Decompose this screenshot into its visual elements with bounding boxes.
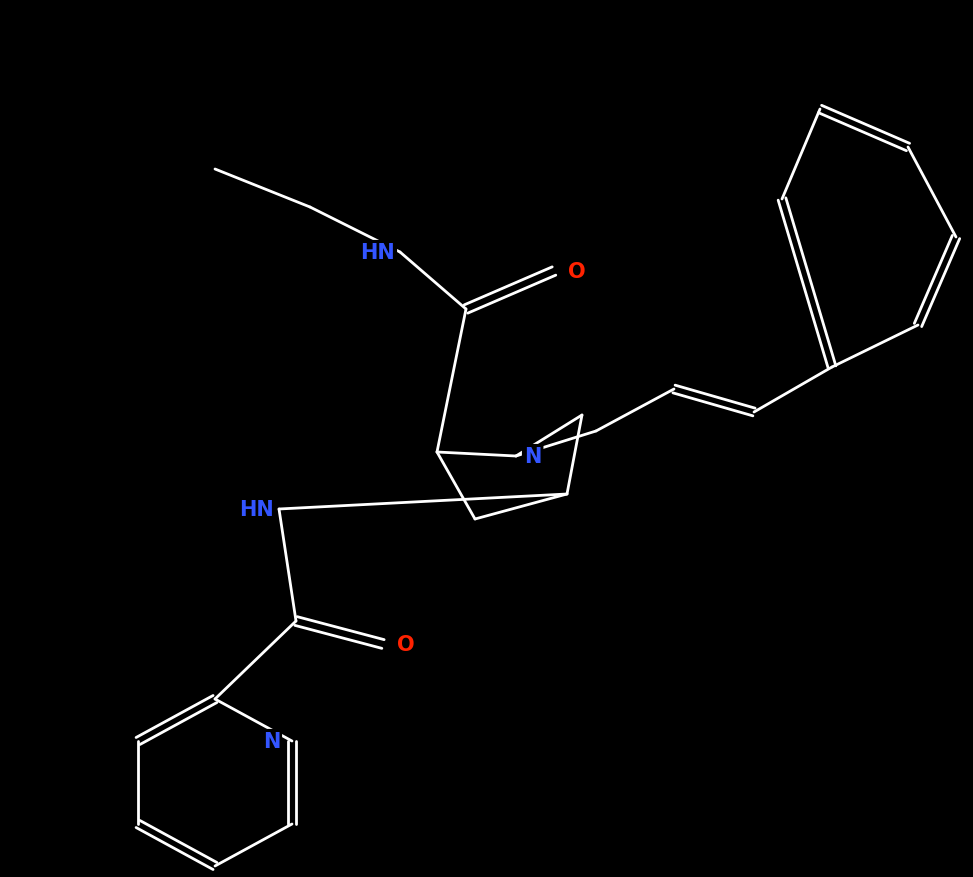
- Text: O: O: [397, 634, 414, 654]
- Text: N: N: [524, 446, 541, 467]
- Text: HN: HN: [239, 499, 274, 519]
- Text: N: N: [263, 731, 280, 751]
- Text: O: O: [568, 261, 586, 282]
- Text: HN: HN: [360, 243, 395, 263]
